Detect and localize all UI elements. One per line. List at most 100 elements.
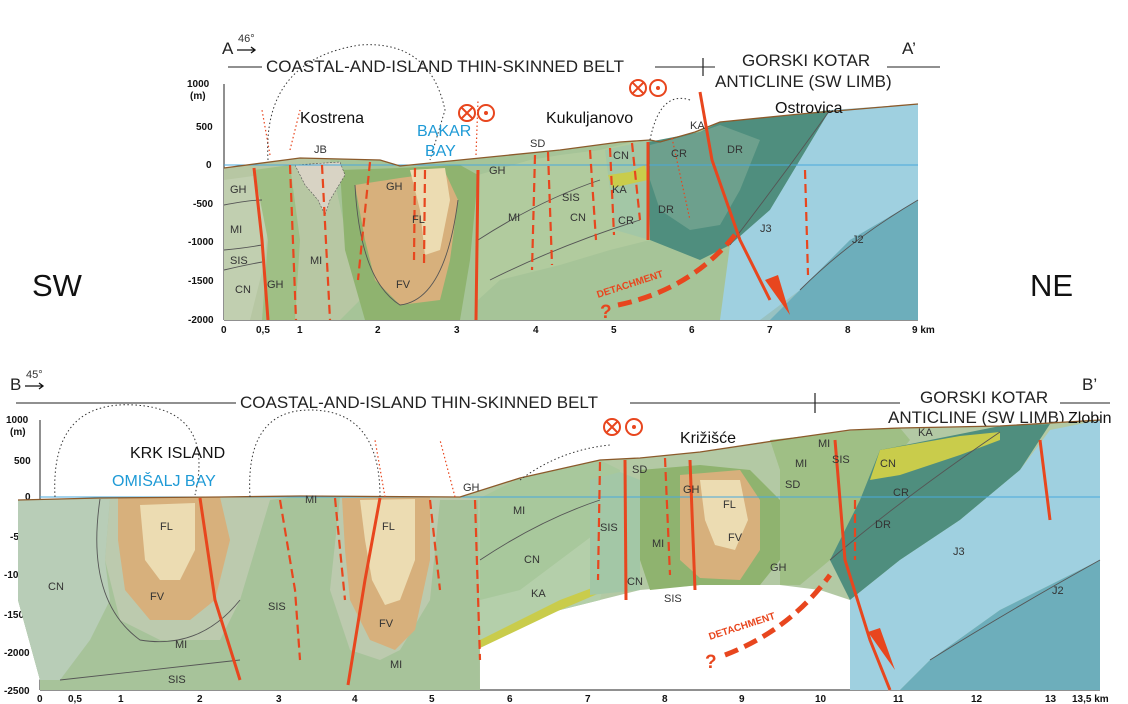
- section-a-y-tick: -1000: [188, 237, 214, 248]
- unit-label: SIS: [664, 593, 682, 605]
- section-a-x-tick: 7: [767, 325, 773, 336]
- unit-label: JB: [314, 144, 327, 156]
- section-b-anticline-line1: GORSKI KOTAR: [920, 388, 1048, 407]
- section-a-y-tick: 1000: [187, 79, 210, 90]
- section-b-y-tick: 1000: [6, 415, 29, 426]
- section-a-place-kostrena: Kostrena: [300, 110, 364, 127]
- unit-label: MI: [230, 224, 242, 236]
- section-b-y-tick: -1000: [4, 570, 30, 581]
- unit-label: CN: [524, 554, 540, 566]
- section-a-y-tick: -500: [193, 199, 213, 210]
- unit-label: FL: [412, 214, 425, 226]
- section-a-x-tick: 0,5: [256, 325, 270, 336]
- section-a-x-tick: 1: [297, 325, 303, 336]
- section-b-place-zlobin: Zlobin: [1068, 410, 1112, 427]
- section-b-x-tick: 11: [893, 694, 904, 704]
- unit-label: SIS: [600, 522, 618, 534]
- section-b-x-tick: 13: [1045, 694, 1057, 704]
- section-a-anticline-line2: ANTICLINE (SW LIMB): [715, 72, 892, 91]
- unit-label: GH: [463, 482, 480, 494]
- section-a-x-tick: 2: [375, 325, 381, 336]
- unit-label: CN: [570, 212, 586, 224]
- unit-label: J3: [760, 223, 772, 235]
- section-b-end-label: B’: [1082, 375, 1097, 394]
- unit-label: GH: [489, 165, 506, 177]
- unit-label: J3: [953, 546, 965, 558]
- unit-label: KA: [531, 588, 546, 600]
- unit-label: MI: [795, 458, 807, 470]
- section-a-x-tick: 4: [533, 325, 539, 336]
- unit-label: DR: [875, 519, 891, 531]
- unit-label: CN: [627, 576, 643, 588]
- section-b-y-tick: -2000: [4, 648, 30, 659]
- sw-label: SW: [32, 268, 83, 303]
- unit-label: FL: [382, 521, 395, 533]
- section-a-x-tick: 3: [454, 325, 460, 336]
- section-b-place-krizisce: Križišće: [680, 430, 736, 447]
- unit-label: SD: [785, 479, 800, 491]
- unit-label: KA: [690, 120, 705, 132]
- unit-label: SIS: [562, 192, 580, 204]
- section-b-x-tick: 9: [739, 694, 745, 704]
- unit-label: J2: [852, 234, 864, 246]
- section-a-end-label: A’: [902, 39, 916, 58]
- section-b-y-tick: -2500: [4, 686, 30, 697]
- unit-label: FV: [396, 279, 411, 291]
- unit-label: FL: [160, 521, 173, 533]
- section-a-bay-line1: BAKAR: [417, 123, 471, 140]
- section-b-direction-arrow-icon: [25, 382, 45, 390]
- unit-label: J2: [1052, 585, 1064, 597]
- section-b-x-tick: 8: [662, 694, 668, 704]
- section-a-detachment-line: [617, 233, 737, 308]
- section-a-place-kukuljanovo: Kukuljanovo: [546, 110, 633, 127]
- unit-label: MI: [513, 505, 525, 517]
- unit-label: SD: [632, 464, 647, 476]
- unit-label: MI: [652, 538, 664, 550]
- unit-label: CN: [880, 458, 896, 470]
- unit-label: SIS: [268, 601, 286, 613]
- unit-label: SIS: [168, 674, 186, 686]
- section-a-azimuth: 46°: [238, 33, 255, 45]
- unit-label: MI: [818, 438, 830, 450]
- section-b-x-tick: 12: [971, 694, 983, 704]
- thrust-arrow-icon: [765, 275, 790, 315]
- section-a-question-mark: ?: [600, 302, 612, 323]
- section-a-bay-line2: BAY: [425, 143, 456, 160]
- section-b-x-tick: 5: [429, 694, 435, 704]
- unit-label: CN: [235, 284, 251, 296]
- ne-label: NE: [1030, 268, 1073, 303]
- section-a-y-tick: -1500: [188, 276, 214, 287]
- section-b-start-label: B: [10, 375, 21, 394]
- section-b-bay: OMIŠALJ BAY: [112, 471, 216, 490]
- into-page-symbol-icon: [460, 106, 474, 120]
- unit-label: DR: [727, 144, 743, 156]
- section-b-y-unit: (m): [10, 427, 26, 438]
- unit-label: FV: [150, 591, 165, 603]
- unit-label: SIS: [832, 454, 850, 466]
- section-b-x-tick: 4: [352, 694, 358, 704]
- section-a-direction-arrow-icon: [237, 46, 257, 54]
- unit-label: FL: [723, 499, 736, 511]
- unit-label: DR: [658, 204, 674, 216]
- unit-label: SIS: [230, 255, 248, 267]
- section-b-detachment-line: [724, 573, 833, 658]
- section-b-belt-label: COASTAL-AND-ISLAND THIN-SKINNED BELT: [240, 393, 598, 412]
- unit-label: CR: [618, 215, 634, 227]
- section-b-x-tick: 13,5 km: [1072, 694, 1109, 704]
- section-b-x-tick: 7: [585, 694, 591, 704]
- section-b-x-tick: 3: [276, 694, 282, 704]
- section-a-anticline-line1: GORSKI KOTAR: [742, 51, 870, 70]
- section-a-x-tick: 9 km: [912, 325, 935, 336]
- unit-label: SD: [530, 138, 545, 150]
- unit-label: CN: [613, 150, 629, 162]
- unit-label: KA: [918, 427, 933, 439]
- unit-label: MI: [390, 659, 402, 671]
- unit-label: MI: [305, 494, 317, 506]
- section-a-belt-label: COASTAL-AND-ISLAND THIN-SKINNED BELT: [266, 57, 624, 76]
- section-b-anticline-line2: ANTICLINE (SW LIMB): [888, 408, 1065, 427]
- section-b-place-krk: KRK ISLAND: [130, 445, 225, 462]
- section-a-y-tick: 0: [206, 160, 212, 171]
- unit-label: CN: [48, 581, 64, 593]
- section-b-y-tick: 0: [25, 492, 31, 503]
